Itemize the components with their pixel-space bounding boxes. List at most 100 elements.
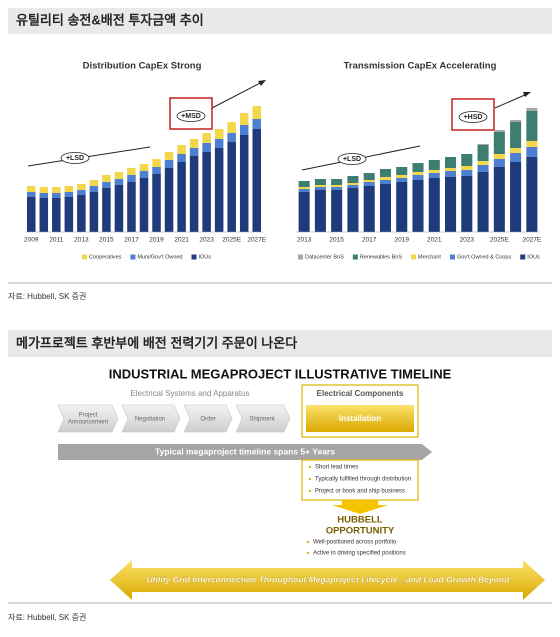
legend-label: IOUs [527,254,540,260]
bar-segment [428,160,440,170]
banner: Utility Grid Interconnection Throughout … [147,574,510,584]
bar-segment [127,168,136,175]
bar-segment [526,157,538,232]
bar-segment [477,161,489,165]
bar-segment [331,179,343,185]
bar-segment [298,181,310,187]
x-tick-label: 2023 [460,237,475,244]
bar-segment [239,135,249,232]
chart-title: Transmission CapEx Accelerating [344,61,497,72]
bar-segment [227,142,236,232]
bar-segment [493,132,505,154]
bar-segment [396,178,408,182]
x-tick-label: 2025E [222,237,241,244]
step: Announcement [68,420,109,426]
legend-swatch [298,254,303,260]
bar-segment [202,152,211,232]
bar-segment [412,163,424,172]
step: Shipment [249,417,275,423]
annotation: +HSD [464,114,483,121]
bar-segment [102,175,111,182]
bar-segment [510,148,522,153]
bar-segment [127,182,136,232]
section-header: 유틸리티 송전&배전 투자금액 추이 [16,12,204,27]
x-tick-label: 2011 [49,237,63,244]
bar-segment [177,154,186,162]
section-header-bg [8,330,552,357]
bar-segment [89,192,99,232]
bar-segment [239,125,249,135]
bar-segment [510,153,522,162]
bar-segment [177,162,186,232]
step: Order [200,417,215,423]
x-tick-label: 2017 [124,237,139,244]
bar-segment [331,185,343,187]
bar-segment [102,182,111,188]
bar-segment [331,190,343,232]
x-tick-label: 2017 [362,237,377,244]
x-tick-label: 2015 [99,237,114,244]
bar-segment [227,133,236,142]
bar-segment [428,178,440,232]
bar-segment [510,122,522,148]
x-tick-label: 2019 [394,237,409,244]
source: 자료: Hubbell, SK 증권 [8,612,86,622]
bar-segment [252,119,261,129]
legend-label: Datacenter BoS [305,254,344,260]
bar-segment [139,171,149,178]
bar-segment [347,176,359,183]
bar-segment [64,192,74,197]
bar-segment [412,172,424,175]
x-tick-label: 2021 [427,237,442,244]
bar-segment [189,148,199,156]
bar-segment [239,113,249,125]
bar-segment [114,179,124,185]
bar-segment [314,185,326,187]
bar-segment [114,172,124,179]
bar-segment [152,159,161,167]
bar-segment [52,198,61,232]
bar-segment [412,180,424,232]
bar-segment [152,174,161,232]
bar-segment [445,177,457,232]
bar-segment [77,190,86,195]
bar-segment [164,152,174,160]
bar-segment [227,122,236,133]
legend-swatch [130,254,136,260]
bar-segment [526,108,538,111]
bar-segment [445,171,457,177]
bar-segment [477,165,489,172]
x-tick-label: 2015 [329,237,344,244]
bar-segment [27,197,36,232]
bar-segment [214,129,224,139]
bar-segment [379,169,391,177]
bar-segment [89,180,99,186]
bar-segment [52,193,61,198]
bar-segment [64,186,74,192]
bar-segment [526,147,538,157]
bar-segment [363,186,375,232]
timeline-label: Typical megaproject timeline spans 5+ Ye… [155,446,335,456]
bar-segment [39,198,49,232]
opportunity-title: OPPORTUNITY [326,526,395,537]
bar-segment [214,139,224,148]
step: Project [79,413,98,419]
bar-segment [102,188,111,232]
bar-segment [379,180,391,184]
legend-swatch [449,254,455,260]
bullet: Short lead times [315,465,358,471]
legend-label: Renewables BoS [360,254,403,260]
step: Negotiation [135,417,165,423]
bar-segment [396,167,408,175]
bar-segment [314,187,326,190]
bar-segment [461,170,473,176]
x-tick-label: 2027E [247,237,266,244]
x-tick-label: 2023 [199,237,214,244]
bar-segment [347,185,359,188]
bar-segment [202,133,211,143]
bullet: Typically fulfilled through distribution [315,477,411,483]
bar-segment [347,183,359,185]
bar-segment [379,177,391,180]
bar-segment [52,187,61,193]
